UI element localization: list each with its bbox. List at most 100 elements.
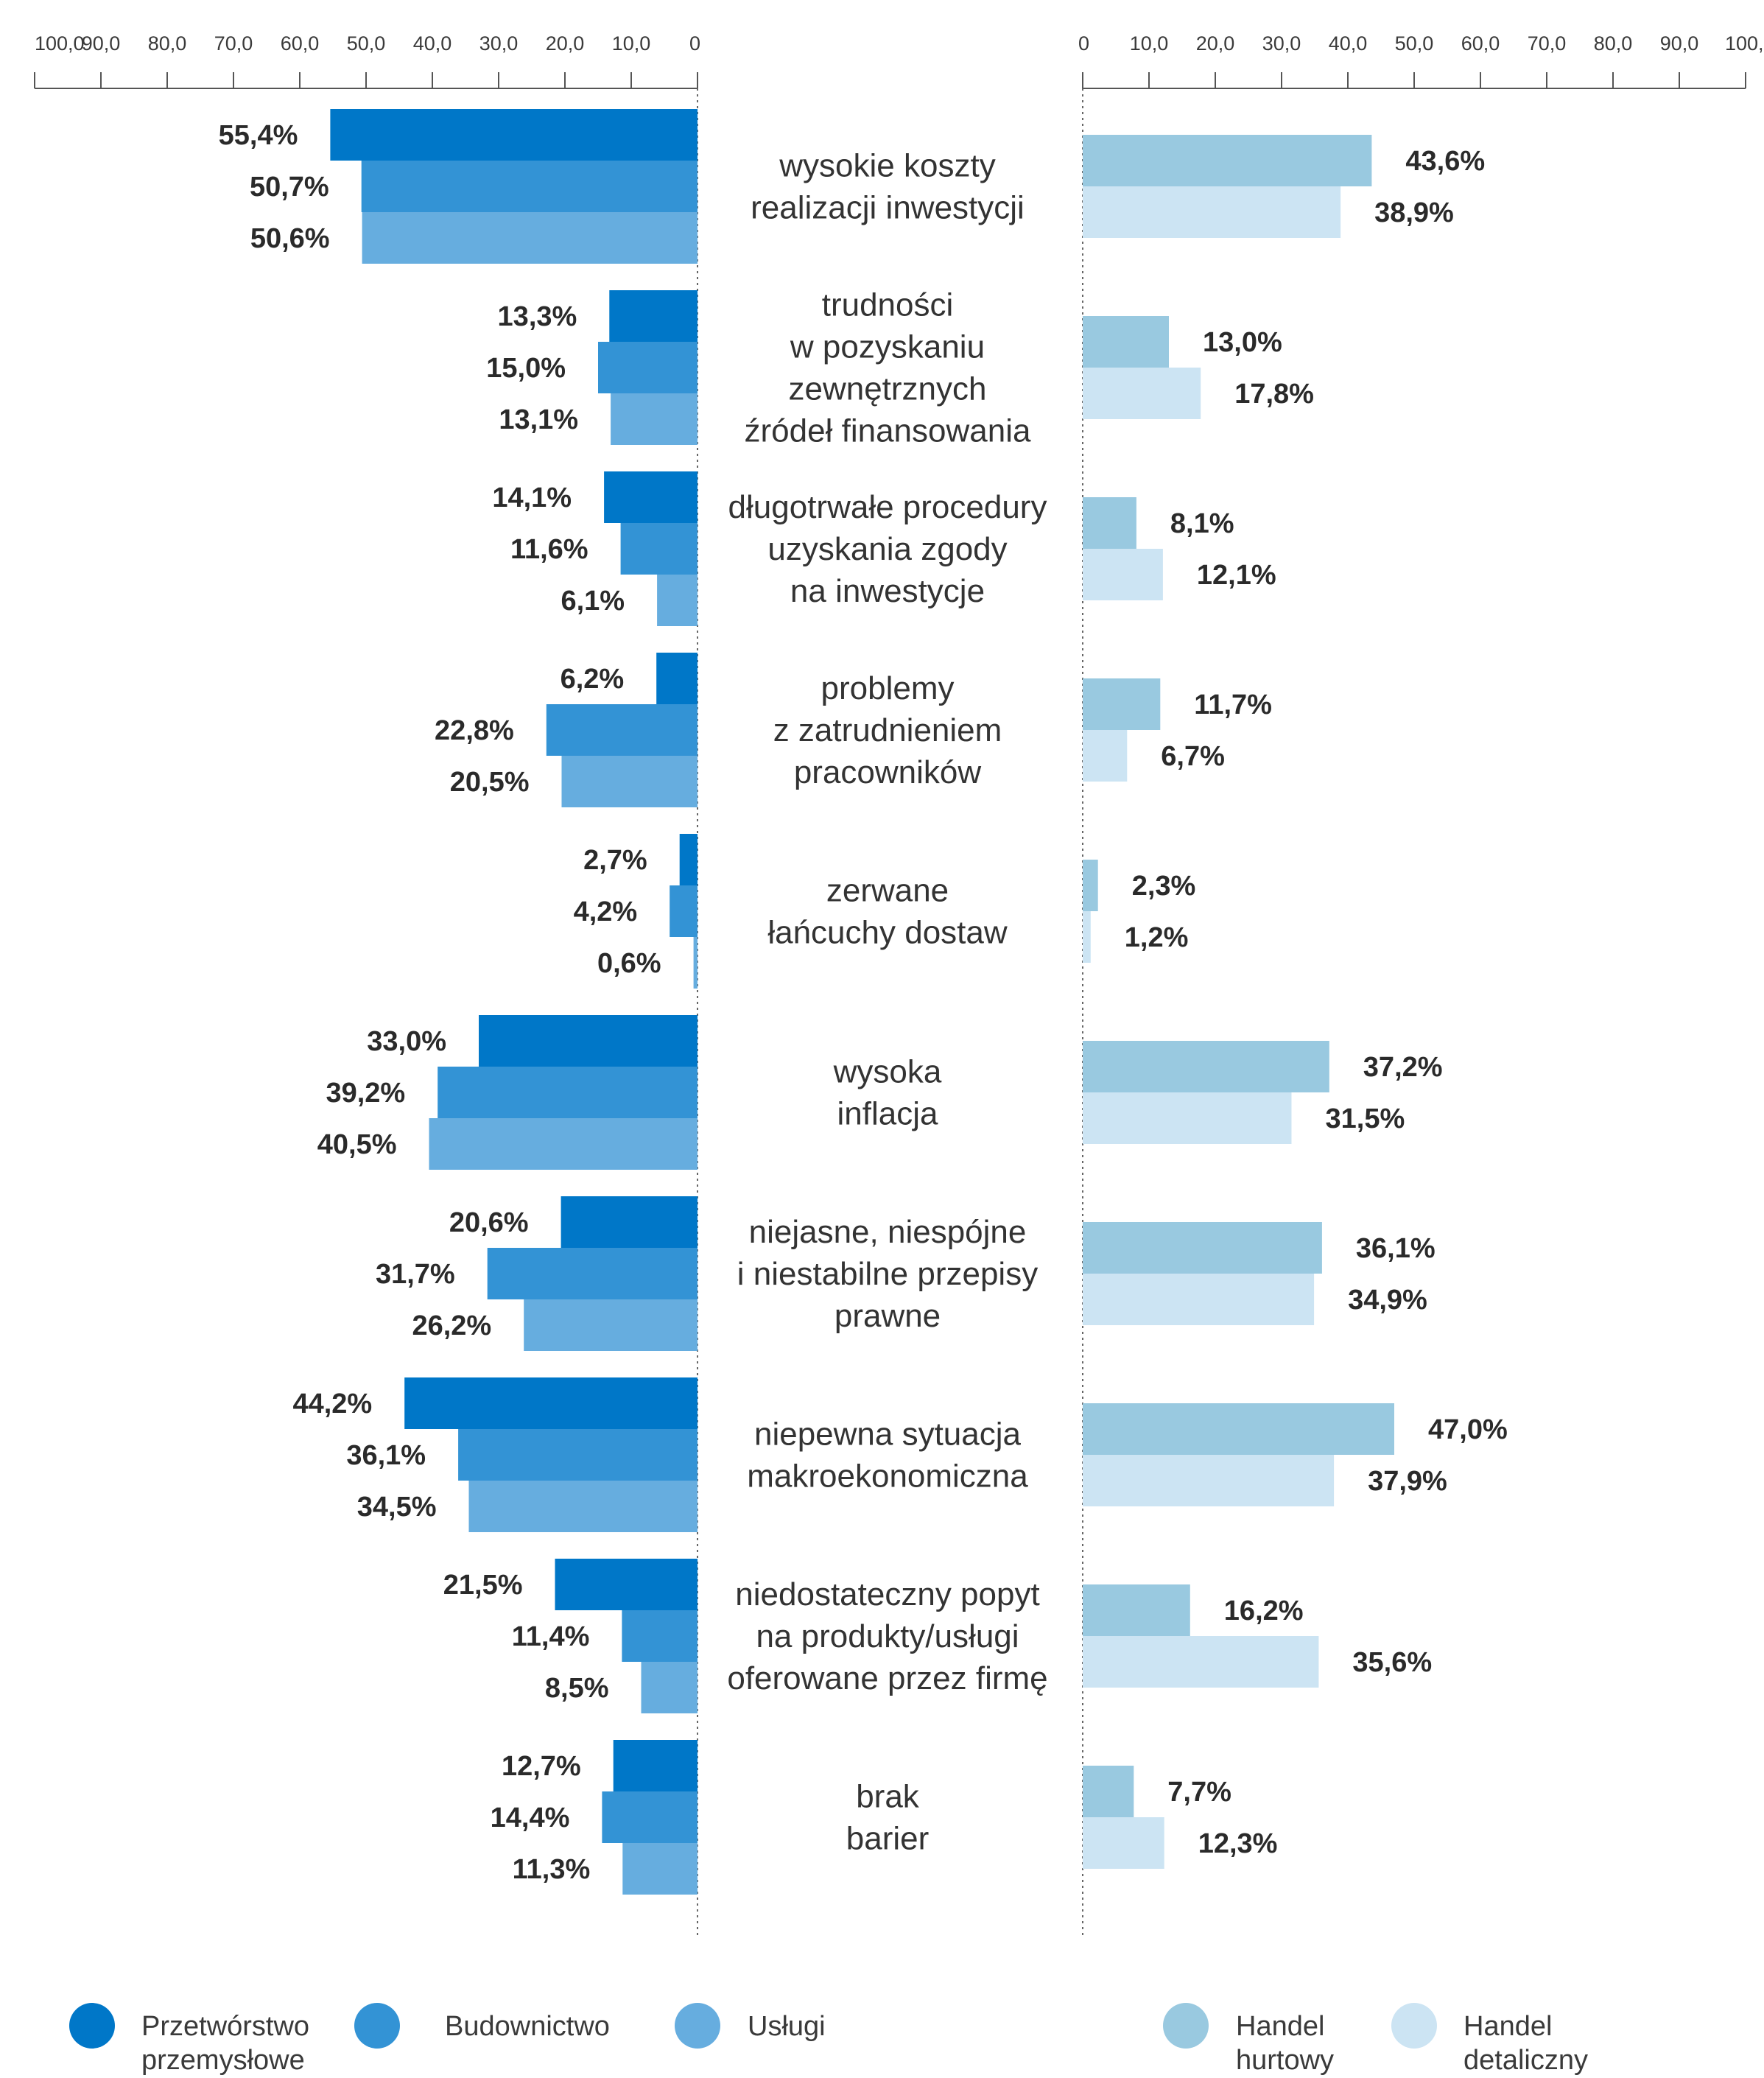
legend-label-line: detaliczny (1463, 2045, 1588, 2076)
bar-value-label: 6,1% (561, 586, 625, 617)
legend-label: Przetwórstwo przemysłowe (141, 2011, 309, 2076)
right-axis-tick-label: 90,0 (1660, 32, 1699, 55)
bar-value-label: 31,7% (376, 1259, 455, 1290)
bar-value-label: 11,4% (512, 1621, 590, 1652)
bar-value-label: 31,5% (1326, 1103, 1405, 1134)
bar-value-label: 43,6% (1405, 146, 1485, 177)
bar-value-label: 1,2% (1125, 922, 1189, 953)
bar-value-label: 20,6% (449, 1207, 529, 1238)
left-axis: 0 10,0 20,0 30,0 40,0 50,0 60,0 70,0 80,0 90,0100… (34, 32, 700, 1939)
bar-left (561, 756, 697, 807)
category-label-line: prawne (834, 1298, 941, 1334)
bar-value-label: 39,2% (326, 1078, 405, 1109)
right-axis-tick-label: 60,0 (1461, 32, 1500, 55)
category-labels: wysokie koszty realizacji inwestycji trudn… (727, 148, 1047, 1857)
legend-label-line: hurtowy (1236, 2045, 1334, 2076)
right-axis-tick-label: 70,0 (1528, 32, 1567, 55)
bar-right (1083, 1274, 1315, 1325)
category-label: długotrwałe procedury uzyskania zgody na i… (728, 489, 1047, 609)
bar-value-label: 14,1% (492, 482, 572, 513)
bar-left (641, 1662, 697, 1713)
bar-value-label: 2,3% (1132, 871, 1196, 902)
category-label-line: zerwane (826, 873, 949, 909)
bar-value-label: 36,1% (1356, 1233, 1436, 1264)
left-axis-tick-label: 0 (689, 32, 700, 55)
left-axis-tick-label: 80,0 (148, 32, 187, 55)
legend-swatch (675, 2003, 720, 2049)
bar-right (1083, 1584, 1190, 1636)
bar-right (1083, 316, 1169, 368)
category-label: trudności w pozyskaniu zewnętrznych źródeł … (745, 287, 1031, 449)
bar-right (1083, 1766, 1134, 1817)
category-label: niedostateczny popyt na produkty/usługi of… (727, 1576, 1047, 1696)
bar-value-label: 38,9% (1374, 197, 1454, 228)
left-axis-tick-label: 60,0 (281, 32, 320, 55)
category-label-line: niepewna sytuacja (754, 1417, 1022, 1453)
legend: Przetwórstwo przemysłowe Budownictwo Usługi… (69, 2003, 1588, 2076)
bar-value-label: 15,0% (486, 353, 566, 384)
bar-value-label: 13,1% (499, 404, 578, 435)
bar-value-label: 16,2% (1224, 1596, 1304, 1626)
bar-value-label: 37,9% (1368, 1466, 1447, 1497)
bar-left (429, 1118, 697, 1170)
bar-value-label: 20,5% (450, 767, 530, 798)
bar-right (1083, 730, 1128, 782)
bar-value-label: 40,5% (317, 1129, 397, 1160)
bar-left (604, 471, 697, 523)
bar-value-label: 47,0% (1428, 1414, 1508, 1445)
bar-right (1083, 1636, 1319, 1688)
left-axis-tick-label: 50,0 (347, 32, 386, 55)
bar-value-label: 6,7% (1161, 741, 1225, 772)
category-label: zerwane łańcuchy dostaw (767, 873, 1008, 951)
right-axis-tick-label: 30,0 (1262, 32, 1301, 55)
bar-value-label: 36,1% (346, 1440, 426, 1471)
bar-value-label: 11,6% (510, 534, 588, 565)
bar-value-label: 37,2% (1363, 1052, 1443, 1083)
bar-left (679, 834, 697, 885)
bar-value-label: 34,9% (1348, 1285, 1427, 1316)
category-label-line: zewnętrznych (788, 371, 986, 407)
bar-right (1083, 497, 1136, 549)
category-label-line: uzyskania zgody (767, 531, 1007, 567)
bar-value-label: 22,8% (435, 715, 514, 746)
bar-value-label: 11,7% (1194, 689, 1272, 720)
bar-right (1083, 860, 1098, 911)
bar-left (361, 161, 697, 212)
bar-right (1083, 1041, 1329, 1092)
bars (330, 109, 1394, 1895)
bar-right (1083, 678, 1161, 730)
bar-left (657, 575, 697, 626)
bar-left (561, 1196, 697, 1248)
left-axis-tick-label: 70,0 (214, 32, 253, 55)
bar-value-label: 44,2% (292, 1389, 372, 1419)
bar-left (613, 1740, 697, 1791)
bar-value-label: 50,7% (250, 172, 329, 203)
category-label-line: i niestabilne przepisy (737, 1256, 1038, 1292)
category-label: problemy z zatrudnieniem pracowników (773, 670, 1002, 790)
right-axis-tick-label: 100,0 (1725, 32, 1764, 55)
category-label-line: barier (846, 1821, 930, 1857)
bar-left (468, 1481, 697, 1532)
bar-value-label: 8,1% (1170, 508, 1234, 539)
category-label-line: źródeł finansowania (745, 413, 1031, 449)
category-label-line: na inwestycje (790, 573, 985, 609)
category-label-line: oferowane przez firmę (727, 1660, 1047, 1696)
bar-value-label: 21,5% (443, 1570, 523, 1601)
bar-value-label: 7,7% (1167, 1777, 1231, 1808)
bar-right (1083, 1817, 1164, 1869)
category-label-line: wysokie koszty (779, 148, 995, 184)
category-label-line: w pozyskaniu (790, 329, 985, 365)
legend-label: Budownictwo (445, 2011, 610, 2042)
bar-left (622, 1610, 697, 1662)
bar-value-label: 55,4% (219, 120, 298, 151)
legend-label-line: Przetwórstwo (141, 2011, 309, 2042)
bar-value-label: 50,6% (250, 223, 330, 254)
legend-label-line: Handel (1463, 2011, 1552, 2042)
bar-value-label: 33,0% (367, 1026, 446, 1057)
bar-left (362, 212, 697, 264)
left-axis-tick-label: 40,0 (413, 32, 452, 55)
category-label-line: niejasne, niespójne (749, 1214, 1027, 1250)
bar-value-label: 0,6% (597, 948, 661, 979)
bar-value-label: 12,1% (1197, 560, 1276, 591)
left-axis-tick-label: 10,0 (612, 32, 651, 55)
